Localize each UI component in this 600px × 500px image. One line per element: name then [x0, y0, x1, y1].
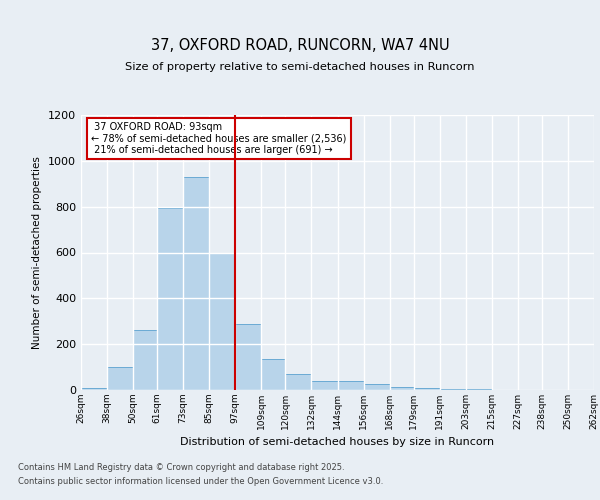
Bar	[157, 208, 183, 390]
Bar	[311, 381, 337, 390]
X-axis label: Distribution of semi-detached houses by size in Runcorn: Distribution of semi-detached houses by …	[181, 438, 494, 448]
Bar	[107, 367, 133, 390]
Bar	[262, 359, 286, 390]
Bar	[286, 374, 311, 390]
Text: 37, OXFORD ROAD, RUNCORN, WA7 4NU: 37, OXFORD ROAD, RUNCORN, WA7 4NU	[151, 38, 449, 52]
Bar	[235, 324, 262, 390]
Bar	[133, 330, 157, 390]
Bar	[337, 381, 364, 390]
Bar	[81, 388, 107, 390]
Text: 37 OXFORD ROAD: 93sqm
← 78% of semi-detached houses are smaller (2,536)
 21% of : 37 OXFORD ROAD: 93sqm ← 78% of semi-deta…	[91, 122, 347, 155]
Text: Contains HM Land Registry data © Crown copyright and database right 2025.: Contains HM Land Registry data © Crown c…	[18, 462, 344, 471]
Bar	[413, 388, 440, 390]
Y-axis label: Number of semi-detached properties: Number of semi-detached properties	[32, 156, 43, 349]
Text: Size of property relative to semi-detached houses in Runcorn: Size of property relative to semi-detach…	[125, 62, 475, 72]
Bar	[209, 252, 235, 390]
Bar	[389, 386, 413, 390]
Bar	[183, 177, 209, 390]
Bar	[440, 389, 466, 390]
Bar	[364, 384, 389, 390]
Text: Contains public sector information licensed under the Open Government Licence v3: Contains public sector information licen…	[18, 478, 383, 486]
